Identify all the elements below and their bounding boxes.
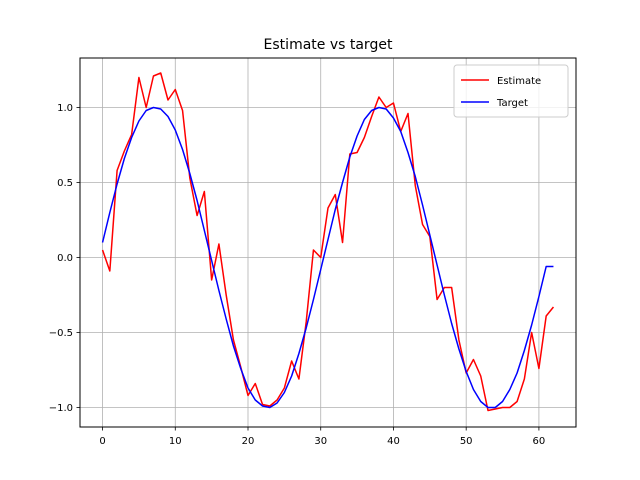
x-tick-label: 50 — [460, 436, 473, 447]
x-tick-label: 30 — [314, 436, 327, 447]
ticks: 0 10 20 30 40 50 60 −1.0 −0.5 0.0 0.5 1.0 — [49, 103, 546, 447]
series-line-estimate — [101, 72, 555, 412]
series-layer — [101, 72, 555, 412]
x-tick-label: 0 — [99, 436, 105, 447]
y-tick-label: 1.0 — [57, 103, 73, 114]
chart-title: Estimate vs target — [264, 37, 393, 53]
legend-label-estimate: Estimate — [497, 76, 541, 87]
y-tick-label: 0.0 — [57, 253, 73, 264]
legend: Estimate Target — [453, 64, 569, 118]
legend-label-target: Target — [496, 98, 528, 109]
x-tick-label: 40 — [387, 436, 400, 447]
x-tick-label: 20 — [242, 436, 255, 447]
x-tick-label: 10 — [169, 436, 182, 447]
y-tick-label: −0.5 — [49, 328, 73, 339]
series-line-target — [101, 106, 554, 409]
plot-frame — [79, 57, 577, 428]
x-tick-label: 60 — [533, 436, 546, 447]
grid — [80, 58, 576, 427]
legend-box — [453, 64, 569, 118]
y-tick-label: 0.5 — [57, 178, 73, 189]
y-tick-label: −1.0 — [49, 403, 73, 414]
